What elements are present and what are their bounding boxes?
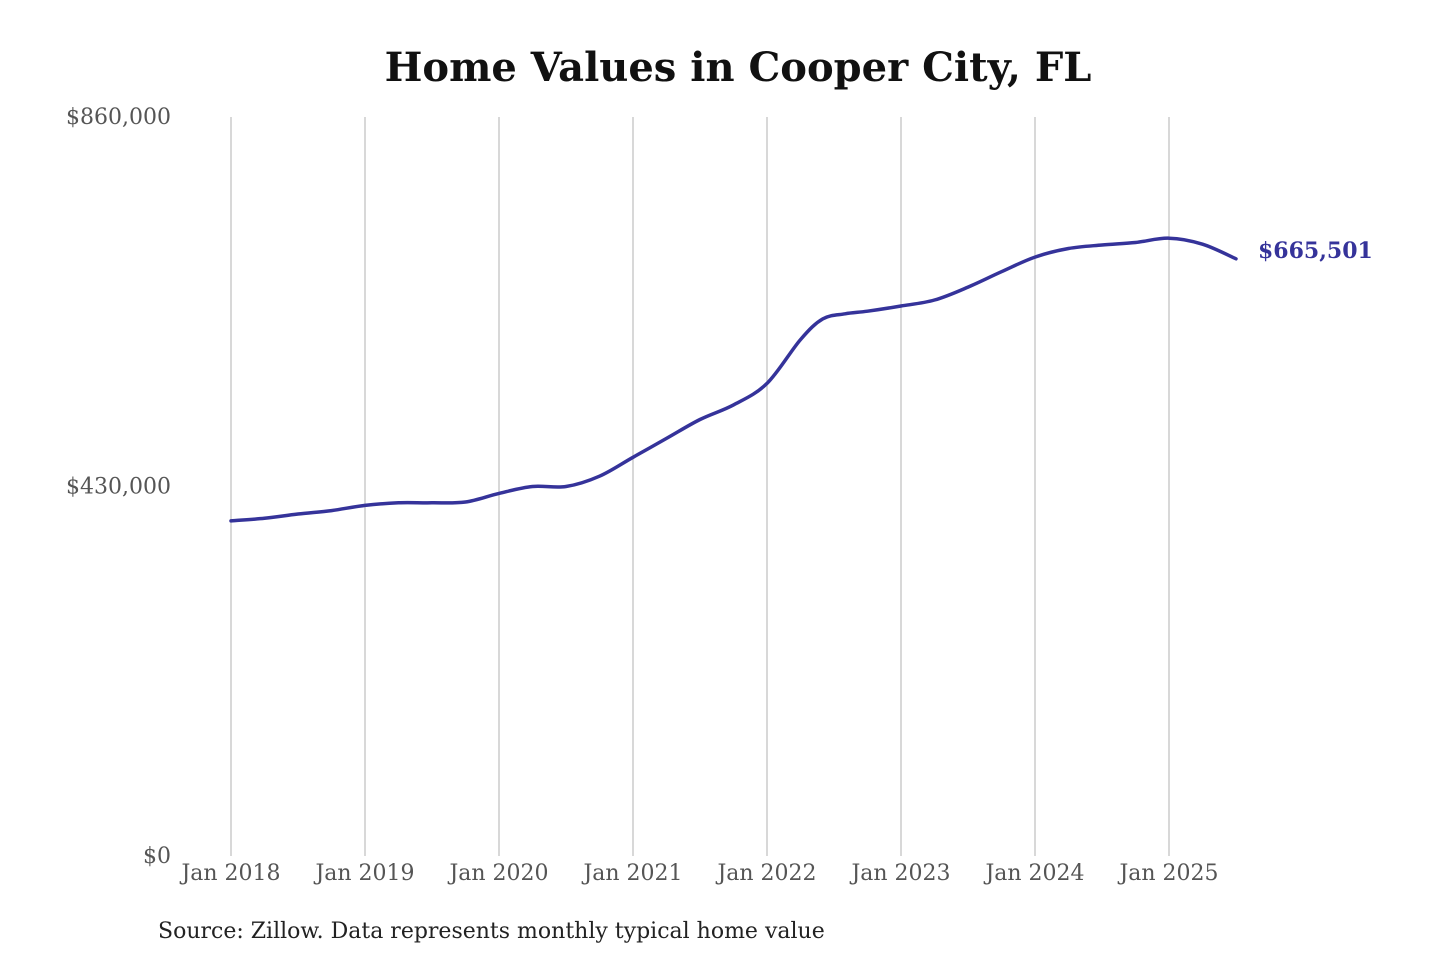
latest-value-label: $665,501 <box>1258 238 1373 264</box>
x-axis-tick-labels: Jan 2018 Jan 2019 Jan 2020 Jan 2021 Jan 2022… <box>179 861 1218 886</box>
y-tick-label: $860,000 <box>66 105 171 130</box>
x-tick-label: Jan 2023 <box>849 861 950 886</box>
x-tick-label: Jan 2022 <box>715 861 816 886</box>
chart-title: Home Values in Cooper City, FL <box>385 44 1092 91</box>
vertical-gridlines <box>230 117 1170 856</box>
x-tick-label: Jan 2020 <box>447 861 548 886</box>
x-tick-label: Jan 2021 <box>581 861 682 886</box>
x-tick-label: Jan 2024 <box>983 861 1084 886</box>
home-value-line <box>229 236 1238 523</box>
x-tick-label: Jan 2018 <box>179 861 280 886</box>
y-tick-label: $430,000 <box>66 475 171 500</box>
x-tick-label: Jan 2019 <box>313 861 414 886</box>
y-tick-label: $0 <box>143 844 171 869</box>
source-note: Source: Zillow. Data represents monthly … <box>158 919 825 944</box>
y-axis-tick-labels: $0 $430,000 $860,000 <box>66 105 171 869</box>
x-tick-label: Jan 2025 <box>1117 861 1218 886</box>
